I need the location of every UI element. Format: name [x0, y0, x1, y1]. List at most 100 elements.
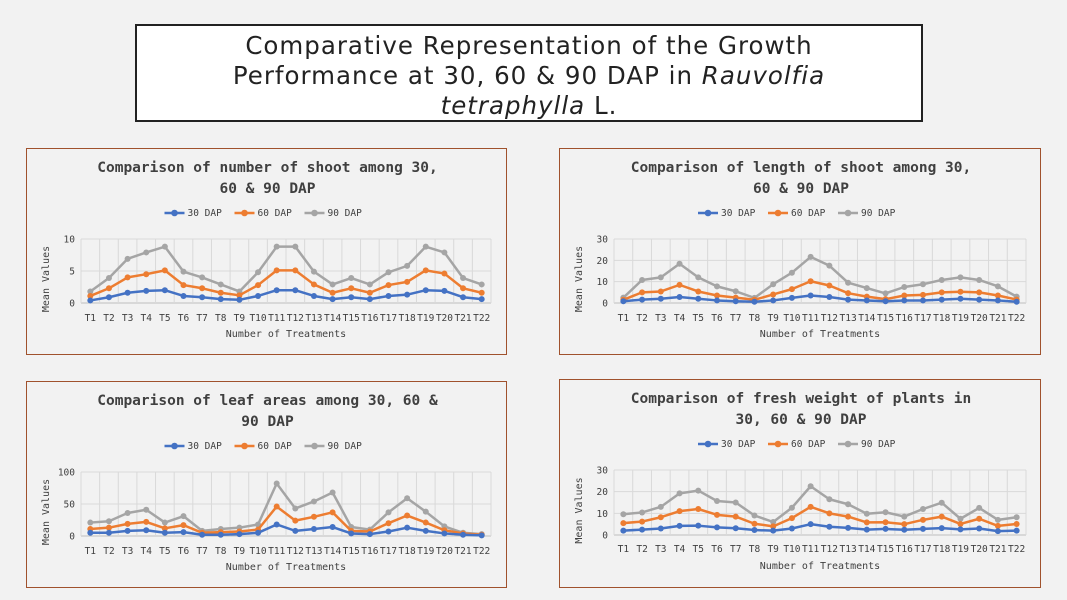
- data-point: [901, 521, 908, 528]
- data-point: [938, 276, 945, 283]
- series-line: [89, 245, 483, 293]
- y-tick-label: 10: [597, 509, 609, 520]
- data-point: [845, 296, 852, 303]
- data-point: [143, 518, 150, 525]
- x-tick-label: T13: [840, 544, 857, 555]
- y-axis-label: Mean Values: [41, 246, 52, 312]
- data-point: [639, 509, 646, 516]
- x-tick-label: T7: [196, 313, 207, 324]
- x-tick-label: T21: [454, 313, 471, 324]
- data-point: [404, 278, 411, 285]
- main-title-line2-text: Performance at 30, 60 & 90 DAP in: [232, 61, 693, 90]
- data-point: [441, 249, 448, 256]
- data-point: [826, 496, 833, 503]
- data-point: [695, 295, 702, 302]
- x-axis-label: Number of Treatments: [226, 329, 346, 340]
- data-point: [329, 289, 336, 296]
- data-point: [938, 513, 945, 520]
- x-tick-label: T22: [1008, 313, 1025, 324]
- x-tick-label: T21: [989, 313, 1006, 324]
- data-point: [124, 509, 131, 516]
- data-point: [901, 292, 908, 299]
- data-point: [460, 531, 467, 538]
- data-point: [976, 504, 983, 511]
- x-tick-label: T5: [159, 313, 170, 324]
- legend-label: 30 DAP: [188, 208, 223, 219]
- data-point: [161, 519, 168, 526]
- chart-title-line: 60 & 90 DAP: [219, 181, 315, 197]
- data-point: [310, 498, 317, 505]
- legend-item: 60 DAP: [768, 439, 826, 450]
- data-point: [385, 520, 392, 527]
- data-point: [882, 525, 889, 532]
- data-point: [1013, 298, 1020, 305]
- data-point: [807, 253, 814, 260]
- x-tick-label: T6: [711, 313, 723, 324]
- data-point: [217, 289, 224, 296]
- data-point: [310, 292, 317, 299]
- legend-label: 30 DAP: [721, 439, 756, 450]
- x-tick-label: T16: [896, 313, 913, 324]
- data-point: [105, 275, 112, 282]
- x-tick-label: T20: [971, 544, 988, 555]
- data-point: [770, 519, 777, 525]
- series-line: [623, 485, 1017, 524]
- data-point: [236, 292, 243, 299]
- main-title: Comparative Representation of the Growth…: [135, 24, 923, 122]
- data-point: [994, 522, 1001, 529]
- data-point: [105, 285, 112, 292]
- x-tick-label: T22: [473, 546, 490, 557]
- data-point: [920, 297, 926, 304]
- data-point: [236, 531, 243, 538]
- data-point: [714, 297, 720, 304]
- data-point: [639, 518, 646, 525]
- data-point: [404, 495, 411, 502]
- x-tick-label: T9: [234, 546, 246, 557]
- data-point: [845, 513, 852, 520]
- y-tick-label: 10: [597, 277, 609, 288]
- data-point: [87, 519, 94, 526]
- data-point: [676, 281, 683, 288]
- series-line: [90, 523, 482, 537]
- y-tick-label: 5: [69, 267, 75, 278]
- data-point: [957, 526, 964, 533]
- data-point: [385, 282, 392, 289]
- data-point: [292, 527, 299, 534]
- data-point: [788, 504, 795, 511]
- data-point: [901, 297, 908, 304]
- series-line: [622, 255, 1018, 300]
- x-tick-label: T5: [159, 546, 170, 557]
- data-point: [460, 275, 467, 282]
- x-tick-label: T1: [85, 313, 97, 324]
- data-point: [255, 292, 262, 299]
- data-point: [732, 298, 739, 305]
- data-point: [422, 243, 429, 250]
- data-point: [348, 530, 355, 537]
- legend-item: 90 DAP: [838, 208, 896, 219]
- x-tick-label: T11: [268, 313, 285, 324]
- data-point: [676, 294, 683, 301]
- data-point: [714, 283, 720, 290]
- x-tick-label: T4: [674, 313, 686, 324]
- data-point: [161, 243, 168, 250]
- data-point: [751, 298, 758, 305]
- data-point: [676, 508, 683, 515]
- data-point: [938, 289, 945, 296]
- y-tick-label: 0: [69, 532, 75, 543]
- data-point: [639, 276, 646, 283]
- data-point: [826, 282, 833, 289]
- chart-title-line: Comparison of leaf areas among 30, 60 &: [97, 393, 438, 409]
- data-point: [639, 296, 646, 303]
- data-point: [938, 296, 945, 303]
- legend-item: 30 DAP: [164, 441, 222, 452]
- data-point: [882, 290, 889, 297]
- data-point: [385, 528, 392, 535]
- x-tick-label: T19: [417, 313, 434, 324]
- data-point: [976, 276, 983, 283]
- data-point: [882, 519, 889, 526]
- legend-marker: [844, 209, 852, 217]
- x-tick-label: T2: [103, 546, 114, 557]
- series-line: [623, 522, 1017, 533]
- x-tick-label: T9: [234, 313, 246, 324]
- data-point: [695, 487, 702, 494]
